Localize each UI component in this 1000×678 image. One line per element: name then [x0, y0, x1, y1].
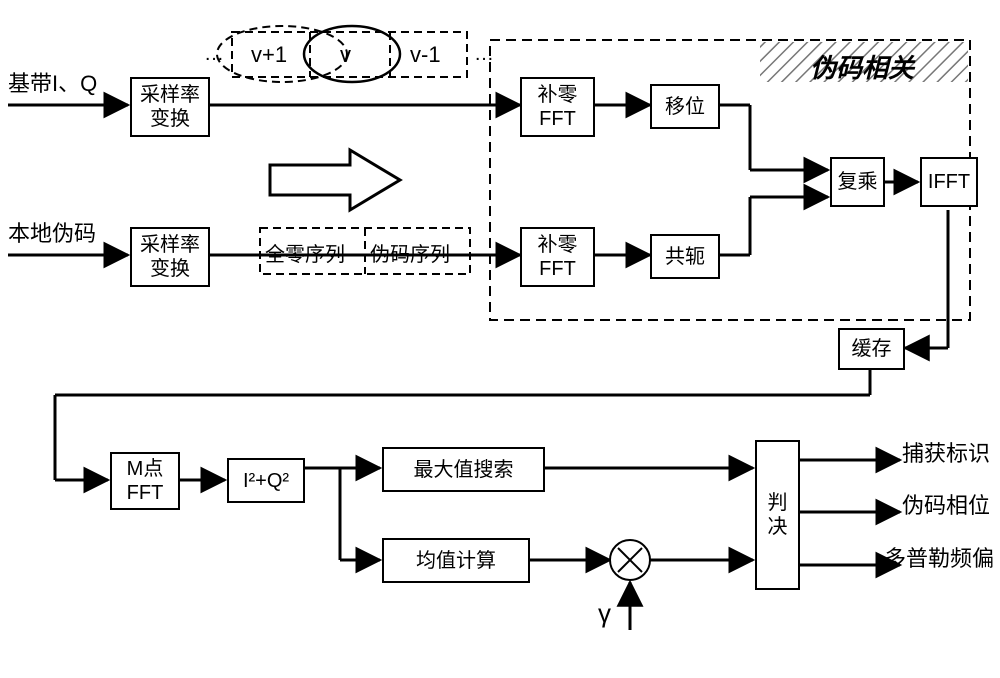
- svg-text:…: …: [204, 43, 224, 65]
- block-cache: 缓存: [838, 328, 905, 370]
- block-cmult: 复乘: [830, 157, 885, 207]
- svg-text:…: …: [474, 43, 494, 65]
- block-maxsearch: 最大值搜索: [382, 447, 545, 492]
- block-mfft: M点 FFT: [110, 452, 180, 510]
- block-verdict: 判 决: [755, 440, 800, 590]
- label-region-title: 伪码相关: [810, 48, 914, 85]
- label-v: v: [340, 42, 351, 68]
- label-vplus: v+1: [251, 42, 287, 68]
- label-input-code: 本地伪码: [8, 216, 96, 248]
- block-fft2: 补零 FFT: [520, 227, 595, 287]
- block-conj: 共轭: [650, 234, 720, 279]
- block-ifft: IFFT: [920, 157, 978, 207]
- block-shift: 移位: [650, 84, 720, 129]
- label-out1: 捕获标识: [902, 436, 990, 468]
- block-rate1: 采样率 变换: [130, 77, 210, 137]
- label-vminus: v-1: [410, 42, 441, 68]
- block-rate2: 采样率 变换: [130, 227, 210, 287]
- block-iq2: I²+Q²: [227, 458, 305, 503]
- label-out3: 多普勒频偏: [884, 541, 994, 573]
- block-fft1: 补零 FFT: [520, 77, 595, 137]
- label-out2: 伪码相位: [902, 488, 990, 520]
- label-gamma: γ: [598, 598, 611, 629]
- label-input-iq: 基带I、Q: [8, 66, 97, 98]
- block-meancalc: 均值计算: [382, 538, 530, 583]
- label-seq-zero: 全零序列: [265, 238, 345, 267]
- label-seq-code: 伪码序列: [370, 238, 450, 267]
